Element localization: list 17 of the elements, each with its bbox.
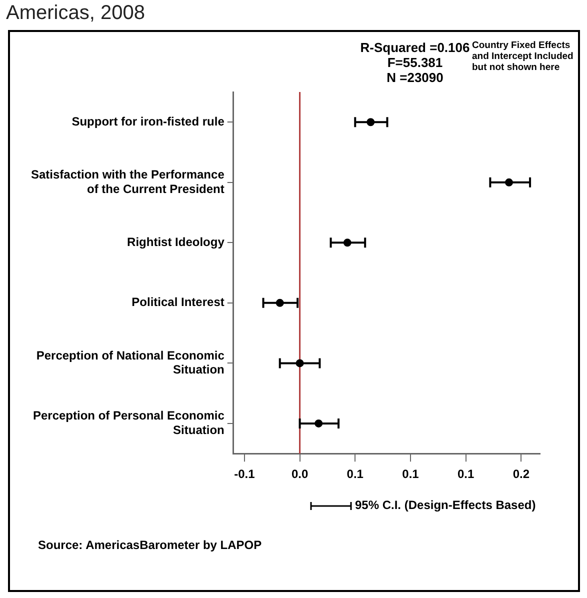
y-tick-label: Political Interest [132,295,224,310]
text: Country Fixed Effects and Intercept Included but not shown here [472,40,574,73]
y-tick-label: Perception of National Economic Situation [36,348,225,377]
y-tick-label: Rightist Ideology [127,234,225,249]
source-note: Source: AmericasBarometer by LAPOP [38,538,262,552]
chart-title: Americas, 2008 [6,2,145,25]
x-tick-label: 0.2 [512,467,530,482]
y-tick-label: Perception of Personal Economic Situation [32,408,225,437]
text: 95% C.I. (Design-Effects Based) [355,498,536,512]
x-tick-label: 0.1 [346,467,364,482]
y-tick-label: Satisfaction with the Performance of the Current President [30,168,225,196]
y-tick-label: Support for iron-fisted rule [72,114,225,128]
x-tick-label: -0.1 [234,467,256,482]
x-tick-label: 0.0 [291,467,308,482]
x-tick-label: 0.1 [457,467,474,482]
text: R-Squared =0.106 F=55.381 N =23090 [360,40,470,85]
x-tick-label: 0.1 [402,467,420,482]
